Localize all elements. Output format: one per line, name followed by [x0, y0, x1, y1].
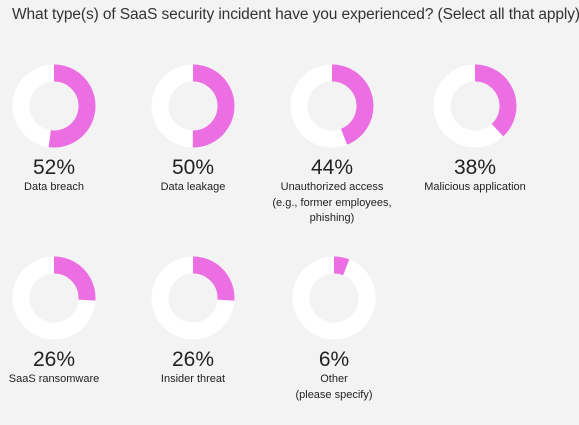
- donut-item-saas-ransomware: 26% SaaS ransomware: [0, 254, 124, 387]
- category-label: Unauthorized access: [280, 181, 384, 194]
- donut-chart: [12, 64, 96, 148]
- category-label: Other: [320, 373, 348, 386]
- donut-ring: [292, 256, 376, 340]
- donut-arc: [12, 256, 96, 340]
- donut-arc: [290, 64, 374, 148]
- percentage-label: 52%: [32, 156, 76, 179]
- donut-chart: [151, 64, 235, 148]
- donut-item-data-breach: 52% Data breach: [0, 62, 124, 195]
- percentage-label: 26%: [171, 348, 215, 371]
- donut-item-other: 6% Other (please specify): [264, 254, 404, 403]
- chart-title: What type(s) of SaaS security incident h…: [12, 6, 579, 23]
- category-label: SaaS ransomware: [8, 373, 100, 386]
- category-label: Data leakage: [160, 181, 226, 194]
- donut-item-data-leakage: 50% Data leakage: [123, 62, 263, 195]
- percentage-label: 26%: [32, 348, 76, 371]
- category-label: Data breach: [24, 181, 84, 194]
- category-label: Malicious application: [424, 181, 526, 194]
- donut-chart: [292, 256, 376, 340]
- donut-chart: [290, 64, 374, 148]
- percentage-label: 44%: [310, 156, 354, 179]
- donut-arc: [433, 64, 517, 148]
- percentage-label: 38%: [453, 156, 497, 179]
- percentage-label: 50%: [171, 156, 215, 179]
- donut-item-malicious-application: 38% Malicious application: [405, 62, 545, 195]
- donut-item-unauthorized-access: 44% Unauthorized access (e.g., former em…: [262, 62, 402, 226]
- donut-arc: [292, 256, 376, 340]
- donut-chart: [433, 64, 517, 148]
- percentage-label: 6%: [318, 348, 350, 371]
- donut-chart: [151, 256, 235, 340]
- donut-arc: [151, 256, 235, 340]
- donut-arc: [12, 64, 96, 148]
- donut-chart: [12, 256, 96, 340]
- donut-arc: [151, 64, 235, 148]
- category-sublabel: (please specify): [295, 388, 373, 401]
- donut-item-insider-threat: 26% Insider threat: [123, 254, 263, 387]
- category-label: Insider threat: [160, 373, 226, 386]
- category-sublabel: (e.g., former employees, phishing): [272, 196, 392, 224]
